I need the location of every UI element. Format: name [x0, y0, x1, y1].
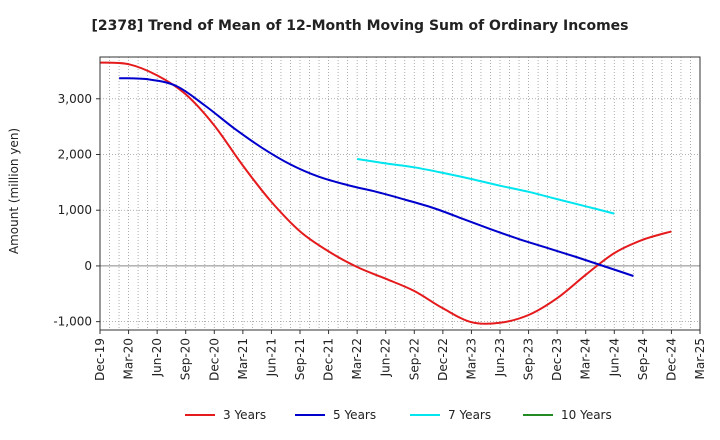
plot-frame — [99, 56, 701, 331]
x-tick-label: Jun-20 — [150, 338, 164, 377]
x-tick-label: Sep-20 — [179, 338, 193, 380]
chart-title: [2378] Trend of Mean of 12-Month Moving … — [91, 18, 628, 34]
x-tick-label: Mar-22 — [350, 338, 364, 379]
series-lines — [99, 61, 672, 325]
y-tick-label: 0 — [84, 259, 92, 273]
series-line-7-years — [356, 158, 615, 215]
x-tick-label: Dec-20 — [207, 338, 221, 381]
x-tick-label: Sep-23 — [522, 338, 536, 380]
series-line-3-years — [99, 61, 672, 325]
x-tick-label: Dec-23 — [550, 338, 564, 381]
legend-label-7-years: 7 Years — [448, 408, 491, 422]
y-tick-labels: -1,000 0 1,000 2,000 3,000 — [53, 92, 100, 329]
x-tick-label: Sep-24 — [636, 338, 650, 380]
x-tick-label: Mar-24 — [579, 338, 593, 379]
x-tick-label: Mar-20 — [122, 338, 136, 379]
x-tick-label: Jun-21 — [264, 338, 278, 377]
x-tick-label: Jun-23 — [493, 338, 507, 377]
y-tick-label: 3,000 — [58, 92, 92, 106]
x-tick-label: Sep-21 — [293, 338, 307, 380]
series-line-5-years — [119, 77, 634, 277]
x-tick-labels: Dec-19 Mar-20 Jun-20 Sep-20 Dec-20 Mar-21 Jun-… — [93, 330, 707, 381]
x-tick-label: Mar-23 — [464, 338, 478, 379]
legend-label-5-years: 5 Years — [333, 408, 376, 422]
x-tick-label: Sep-22 — [407, 338, 421, 380]
grid-lines — [99, 57, 701, 330]
x-tick-label: Jun-22 — [379, 338, 393, 377]
x-tick-label: Jun-24 — [607, 338, 621, 377]
legend: 3 Years 5 Years 7 Years 10 Years — [185, 408, 612, 422]
x-tick-label: Dec-21 — [322, 338, 336, 381]
legend-label-10-years: 10 Years — [561, 408, 612, 422]
x-tick-label: Mar-25 — [693, 338, 707, 379]
x-tick-label: Dec-22 — [436, 338, 450, 381]
y-axis-label: Amount (million yen) — [7, 128, 21, 254]
y-tick-label: 1,000 — [58, 203, 92, 217]
legend-label-3-years: 3 Years — [223, 408, 266, 422]
x-tick-label: Dec-24 — [664, 338, 678, 381]
x-tick-label: Mar-21 — [236, 338, 250, 379]
y-tick-label: 2,000 — [58, 148, 92, 162]
x-tick-label: Dec-19 — [93, 338, 107, 381]
y-tick-label: -1,000 — [53, 315, 92, 329]
